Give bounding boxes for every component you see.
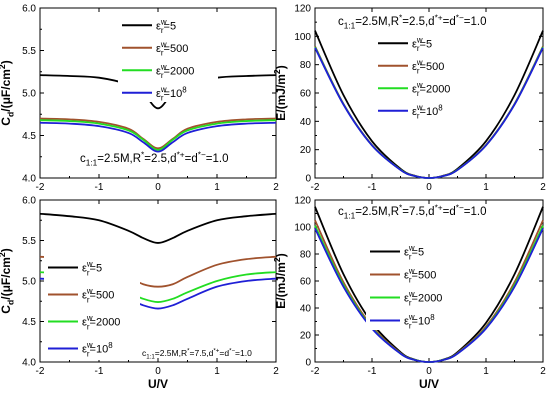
y-tick-label: 4.5: [22, 131, 36, 142]
y-tick-label: 5.0: [22, 89, 36, 100]
y-axis-label: E/(mJ/m2): [272, 65, 288, 120]
chart-panel-top-left: -2-10124.04.55.05.56.0Cd/(μF/cm2)εwr=5εw…: [0, 4, 279, 194]
legend-label: εw r=2000: [82, 314, 120, 332]
y-tick-label: 40: [300, 304, 312, 315]
x-tick-label: -2: [36, 182, 45, 193]
x-tick-label: -2: [36, 366, 45, 377]
y-tick-label: 5.5: [22, 236, 36, 247]
y-tick-label: 6.0: [22, 4, 36, 15]
legend-box: [366, 238, 462, 330]
y-tick-label: 4.0: [22, 174, 36, 185]
y-tick-label: 60: [300, 89, 312, 100]
x-tick-label: -2: [311, 366, 320, 377]
series-line-2: [39, 119, 277, 151]
x-tick-label: 0: [155, 366, 161, 377]
legend-label: εw r=5: [404, 244, 424, 262]
y-axis-label: Cd/(μF/cm2): [0, 248, 16, 313]
legend-label: εw r=500: [156, 40, 188, 58]
legend: εw r=5 εw r=500 εw r=2000 εw r=108: [44, 252, 140, 360]
panel-annotation: c1:1=2.5M,R*=2.5,d*+=d*−=1.0: [338, 13, 486, 30]
legend: εw r=5 εw r=500 εw r=2000 εw r=108: [118, 12, 218, 103]
x-tick-label: 0: [426, 182, 432, 193]
x-tick-label: -1: [368, 366, 377, 377]
y-axis-label: E/(mJ/m2): [272, 253, 288, 308]
y-tick-label: 5.5: [22, 46, 36, 57]
legend-label: εw r=5: [412, 35, 432, 53]
panel-annotation: c1:1=2.5M,R*=7.5,d*+=d*−=1.0: [338, 203, 486, 220]
y-tick-label: 20: [300, 145, 312, 156]
legend-box: [44, 252, 140, 360]
y-tick-label: 120: [294, 196, 311, 207]
series-line-1: [39, 117, 277, 150]
chart-panel-bottom-left: -2 -1 0 1 2 4.0 4.5 5.0 5.5 6.0 Cd/(μF/cm2) U/V εwr=…: [0, 196, 279, 392]
y-tick-label: 80: [300, 250, 312, 261]
x-tick-label: 1: [214, 366, 220, 377]
x-axis-label: U/V: [419, 377, 439, 391]
y-tick-label: 0: [305, 358, 311, 369]
legend-label: εw r=108: [156, 85, 187, 103]
legend-label: εw r=500: [82, 287, 114, 305]
y-tick-label: 5.0: [22, 277, 36, 288]
legend-label: εw r=108: [82, 341, 113, 359]
y-tick-label: 100: [294, 32, 311, 43]
series-line-0: [39, 212, 277, 244]
y-tick-label: 4.0: [22, 358, 36, 369]
legend-label: εw r=5: [82, 260, 102, 278]
x-tick-label: 2: [540, 182, 546, 193]
y-tick-label: 20: [300, 331, 312, 342]
panel-annotation: c1:1=2.5M,R*=7.5,d*+=d*−=1.0: [142, 348, 252, 361]
panel-annotation: c1:1=2.5M,R*=2.5,d*+=d*−=1.0: [80, 150, 228, 167]
x-tick-label: 2: [273, 366, 279, 377]
legend: εw r=5 εw r=500 εw r=2000 εw r=108: [366, 238, 462, 330]
y-tick-label: 40: [300, 117, 312, 128]
x-tick-label: -2: [311, 182, 320, 193]
legend-box: [374, 30, 466, 120]
y-axis-label: Cd/(μF/cm2): [0, 60, 16, 125]
x-axis-label: U/V: [148, 377, 168, 391]
y-tick-label: 100: [294, 223, 311, 234]
legend-label: εw r=2000: [412, 80, 450, 98]
y-tick-label: 60: [300, 277, 312, 288]
y-tick-label: 6.0: [22, 196, 36, 207]
y-tick-label: 80: [300, 60, 312, 71]
x-tick-label: -1: [95, 366, 104, 377]
x-tick-label: 0: [426, 366, 432, 377]
y-tick-label: 4.5: [22, 317, 36, 328]
y-tick-label: 0: [305, 174, 311, 185]
x-tick-label: 0: [155, 182, 161, 193]
x-tick-label: 1: [483, 366, 489, 377]
legend-label: εw r=2000: [404, 290, 442, 308]
x-tick-label: 2: [540, 366, 546, 377]
legend-label: εw r=500: [404, 267, 436, 285]
y-tick-label: 120: [294, 4, 311, 15]
legend-label: εw r=500: [412, 58, 444, 76]
legend-box: [118, 12, 218, 102]
x-tick-label: 2: [273, 182, 279, 193]
x-tick-label: 1: [483, 182, 489, 193]
series-line-3: [314, 227, 544, 363]
x-tick-label: -1: [368, 182, 377, 193]
x-tick-label: 1: [214, 182, 220, 193]
legend-label: εw r=108: [404, 313, 435, 331]
x-tick-label: -1: [95, 182, 104, 193]
legend-label: εw r=5: [156, 17, 176, 35]
legend-label: εw r=2000: [156, 62, 194, 80]
legend: εw r=5 εw r=500 εw r=2000 εw r=108: [374, 30, 466, 121]
series-line-3: [39, 121, 277, 153]
legend-label: εw r=108: [412, 103, 443, 121]
series-line-0: [39, 74, 277, 110]
series-line-3: [314, 47, 544, 179]
